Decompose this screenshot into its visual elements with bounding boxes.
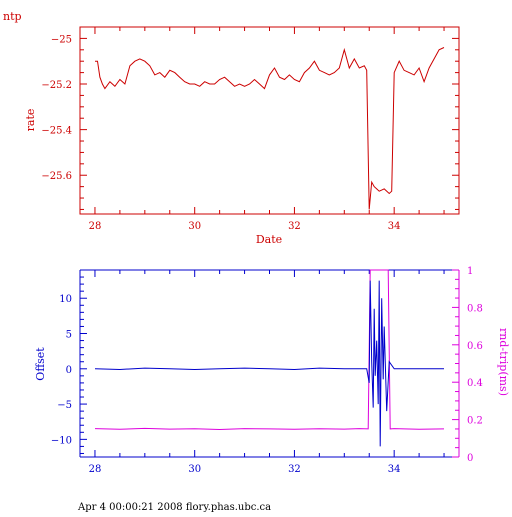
rate-x-tick-label: 30 [188, 221, 201, 232]
offset-series-line [94, 280, 444, 447]
rate-y-tick-label: −25.2 [41, 80, 72, 91]
offset-y-axis-label: Offset [34, 347, 47, 381]
offset-x-tick-label: 32 [288, 464, 301, 475]
rate-series-line [95, 47, 445, 210]
rate-y-tick-label: −25.6 [41, 171, 72, 182]
offset-y-tick-label: −10 [51, 435, 72, 446]
offset-y-tick-label: 0 [66, 365, 72, 376]
rndtrip-y-tick-label: 0 [467, 453, 473, 464]
rate-y-tick-label: −25 [51, 34, 72, 45]
footer-timestamp: Apr 4 00:00:21 2008 flory.phas.ubc.ca [77, 502, 271, 512]
rndtrip-series-line [94, 269, 445, 431]
rate-ticks: 28 30 32 34 −25 −25.2 −25.4 −25.6 [41, 27, 459, 232]
rndtrip-y-tick-label: 0.4 [467, 378, 483, 389]
rate-y-tick-label: −25.4 [41, 126, 72, 137]
page-label: ntp [3, 10, 22, 23]
rndtrip-y-tick-label: 0.6 [467, 341, 483, 352]
rate-plot-frame [79, 26, 460, 215]
offset-ticks: 28 30 32 34 10 5 0 −5 −10 1 0.8 0.6 0.4 0.2 0 [51, 266, 483, 475]
rndtrip-y-axis-label: rnd-trip(ms) [497, 328, 510, 396]
rate-x-tick-label: 28 [89, 221, 102, 232]
rate-y-axis-label: rate [24, 109, 37, 132]
offset-x-tick-label: 34 [388, 464, 401, 475]
offset-y-tick-label: 10 [59, 294, 72, 305]
rndtrip-y-tick-label: 1 [467, 266, 473, 277]
offset-y-tick-label: −5 [57, 400, 72, 411]
offset-x-tick-label: 30 [188, 464, 201, 475]
rate-chart: 28 30 32 34 −25 −25.2 −25.4 −25.6 Date rate [24, 26, 460, 246]
rate-x-tick-label: 32 [288, 221, 301, 232]
offset-chart: 28 30 32 34 10 5 0 −5 −10 1 0.8 0.6 0.4 0.2 0 Offset r… [34, 266, 510, 475]
offset-y-tick-label: 5 [66, 330, 72, 341]
offset-x-tick-label: 28 [89, 464, 102, 475]
rate-x-axis-label: Date [256, 233, 282, 246]
rate-x-tick-label: 34 [388, 221, 401, 232]
rndtrip-y-tick-label: 0.8 [467, 303, 483, 314]
rndtrip-y-tick-label: 0.2 [467, 416, 483, 427]
